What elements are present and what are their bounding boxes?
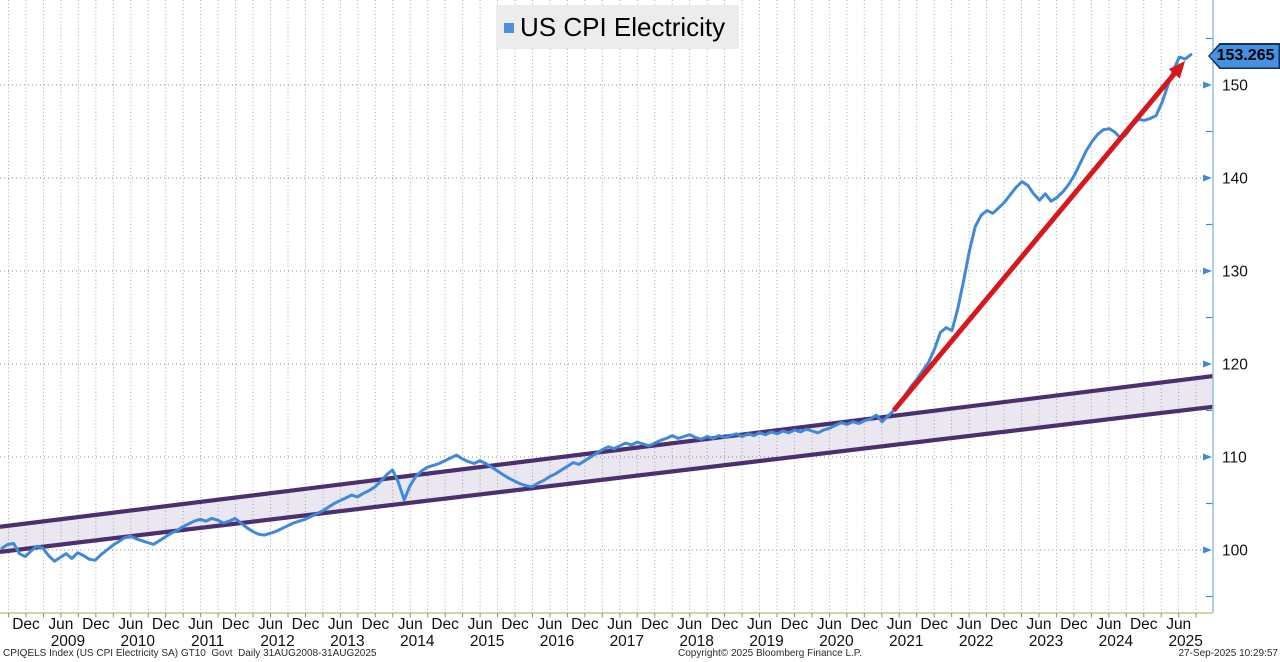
x-ticks	[8, 613, 1197, 618]
year-label: 2009	[51, 633, 85, 650]
year-label: 2023	[1029, 633, 1063, 650]
arrow-head	[1168, 60, 1186, 79]
x-tick-label: Jun	[817, 616, 842, 633]
y-major-tick-arrow	[1203, 453, 1212, 461]
x-tick-label: Dec	[990, 616, 1018, 633]
x-tick-label: Dec	[152, 616, 180, 633]
axes	[0, 0, 1214, 614]
x-tick-label: Dec	[920, 616, 948, 633]
last-value-tag: 153.265	[1208, 43, 1280, 69]
x-tick-label: Dec	[851, 616, 879, 633]
x-tick-labels: Dec Jun Dec Jun Dec Jun Dec Jun Dec Jun Dec Jun Dec J…	[12, 616, 1191, 633]
y-tick-label: 100	[1222, 543, 1248, 560]
x-tick-label: Jun	[887, 616, 912, 633]
x-tick-label: Jun	[537, 616, 562, 633]
channel-upper-line	[0, 374, 1214, 529]
x-tick-label: Dec	[292, 616, 320, 633]
x-tick-label: Jun	[677, 616, 702, 633]
y-tick-label: 150	[1222, 78, 1248, 95]
x-tick-label: Dec	[641, 616, 669, 633]
footer-copyright: Copyright© 2025 Bloomberg Finance L.P.	[678, 648, 862, 659]
x-tick-label: Dec	[362, 616, 390, 633]
y-major-tick-arrow	[1203, 267, 1212, 275]
year-label: 2025	[1168, 633, 1202, 650]
x-tick-label: Dec	[1060, 616, 1088, 633]
year-labels: 2009 2010 2011 2012 2013 2014 2015 2016 2017 2018…	[51, 633, 1203, 650]
footer-timestamp: 27-Sep-2025 10:29:57	[1178, 648, 1278, 659]
year-label: 2018	[679, 633, 713, 650]
x-tick-label: Jun	[1166, 616, 1191, 633]
x-tick-label: Dec	[12, 616, 40, 633]
x-tick-label: Jun	[747, 616, 772, 633]
channel-fill	[0, 376, 1213, 552]
regression-channel	[0, 374, 1214, 554]
legend-marker-icon	[504, 23, 514, 33]
x-tick-label: Dec	[1130, 616, 1158, 633]
year-label: 2010	[121, 633, 156, 650]
y-tick-label: 130	[1222, 264, 1248, 281]
horizontal-gridlines	[0, 81, 1212, 554]
x-tick-label: Jun	[258, 616, 283, 633]
y-tick-label: 120	[1222, 357, 1248, 374]
year-label: 2015	[470, 633, 504, 650]
y-major-tick-arrow	[1203, 174, 1212, 182]
channel-lower-line	[0, 404, 1214, 554]
year-label: 2020	[819, 633, 854, 650]
year-label: 2017	[610, 633, 644, 650]
x-tick-label: Dec	[82, 616, 110, 633]
cpi-electricity-line	[0, 53, 1193, 563]
x-tick-label: Jun	[48, 616, 73, 633]
y-tick-label: 140	[1222, 171, 1248, 188]
year-label: 2022	[959, 633, 993, 650]
x-tick-label: Jun	[468, 616, 493, 633]
year-label: 2016	[540, 633, 574, 650]
footer-security-description: CPIQELS Index (US CPI Electricity SA) GT…	[3, 648, 377, 659]
year-label: 2012	[260, 633, 294, 650]
year-label: 2021	[889, 633, 923, 650]
y-tick-labels: 100 110 120 130 140 150	[1222, 78, 1248, 560]
y-minor-ticks	[1206, 37, 1213, 598]
year-label: 2019	[749, 633, 783, 650]
y-tick-label: 110	[1222, 450, 1247, 467]
year-label: 2014	[400, 633, 435, 650]
y-major-tick-arrow	[1203, 360, 1212, 368]
x-tick-label: Dec	[711, 616, 739, 633]
x-tick-label: Dec	[571, 616, 599, 633]
x-tick-label: Jun	[328, 616, 353, 633]
x-tick-label: Jun	[118, 616, 143, 633]
vertical-gridlines	[8, 0, 1197, 613]
y-major-tick-arrow	[1203, 81, 1212, 89]
x-tick-label: Jun	[398, 616, 423, 633]
x-tick-label: Dec	[431, 616, 459, 633]
x-tick-label: Dec	[222, 616, 250, 633]
last-value-text: 153.265	[1209, 44, 1279, 68]
year-label: 2024	[1099, 633, 1134, 650]
x-tick-label: Jun	[957, 616, 982, 633]
year-label: 2013	[330, 633, 364, 650]
x-tick-label: Dec	[501, 616, 529, 633]
x-tick-label: Jun	[607, 616, 632, 633]
y-major-tick-arrow	[1203, 546, 1212, 554]
chart-title: US CPI Electricity	[520, 11, 726, 42]
x-tick-label: Jun	[1096, 616, 1121, 633]
x-tick-label: Jun	[188, 616, 213, 633]
x-tick-label: Dec	[781, 616, 809, 633]
x-tick-label: Jun	[1026, 616, 1051, 633]
trend-arrow	[891, 60, 1186, 413]
chart-title-box: US CPI Electricity	[496, 5, 740, 49]
year-label: 2011	[191, 633, 224, 650]
